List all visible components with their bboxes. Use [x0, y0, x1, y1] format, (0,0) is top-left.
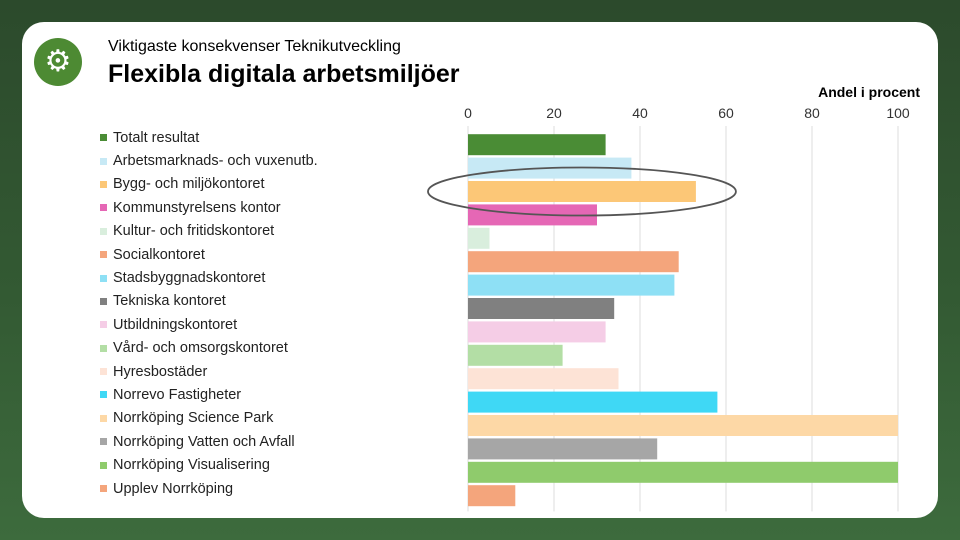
legend-label: Hyresbostäder: [113, 363, 208, 380]
legend-label: Kultur- och fritidskontoret: [113, 223, 275, 240]
legend-swatch: [100, 414, 107, 422]
legend-swatch: [100, 251, 107, 259]
x-tick-label-0: 0: [464, 105, 472, 121]
legend-label: Norrköping Science Park: [113, 410, 274, 427]
chart-legend: Totalt resultat Arbetsmarknads- och vuxen…: [100, 126, 318, 500]
x-tick-label-5: 100: [886, 105, 910, 121]
unit-label: Andel i procent: [818, 84, 920, 100]
legend-swatch: [100, 134, 107, 142]
highlight-ellipse: [427, 166, 737, 217]
x-tick-label-4: 80: [804, 105, 820, 121]
legend-swatch: [100, 438, 107, 446]
bar-4: [468, 227, 490, 249]
legend-label: Bygg- och miljökontoret: [113, 176, 265, 193]
x-tick-label-2: 40: [632, 105, 648, 121]
legend-label: Norrevo Fastigheter: [113, 386, 242, 403]
bar-5: [468, 251, 679, 273]
bar-7: [468, 298, 615, 319]
slide-subtitle: Viktigaste konsekvenser Teknikutveckling: [108, 38, 401, 55]
legend-swatch: [100, 485, 107, 493]
legend-item: Upplev Norrköping: [100, 477, 318, 500]
slide-card: ⚙ Viktigaste konsekvenser Teknikutveckli…: [22, 22, 938, 518]
legend-swatch: [100, 344, 107, 352]
legend-item: Kultur- och fritidskontoret: [100, 220, 318, 243]
legend-swatch: [100, 227, 107, 235]
legend-label: Upplev Norrköping: [113, 480, 234, 497]
bar-14: [468, 461, 898, 483]
legend-item: Tekniska kontoret: [100, 290, 318, 313]
legend-item: Utbildningskontoret: [100, 313, 318, 336]
legend-item: Norrköping Visualisering: [100, 453, 318, 476]
legend-label: Kommunstyrelsens kontor: [113, 199, 281, 216]
legend-item: Norrevo Fastigheter: [100, 383, 318, 406]
legend-item: Vård- och omsorgskontoret: [100, 337, 318, 360]
legend-swatch: [100, 274, 107, 282]
legend-swatch: [100, 157, 107, 165]
legend-label: Vård- och omsorgskontoret: [113, 340, 288, 357]
legend-label: Norrköping Vatten och Avfall: [113, 433, 295, 450]
bar-15: [468, 485, 516, 507]
legend-swatch: [100, 180, 107, 188]
legend-item: Norrköping Vatten och Avfall: [100, 430, 318, 453]
legend-swatch: [100, 391, 107, 399]
legend-item: Socialkontoret: [100, 243, 318, 266]
legend-item: Bygg- och miljökontoret: [100, 173, 318, 196]
legend-item: Stadsbyggnadskontoret: [100, 266, 318, 289]
legend-label: Socialkontoret: [113, 246, 205, 263]
legend-item: Kommunstyrelsens kontor: [100, 196, 318, 219]
legend-label: Norrköping Visualisering: [113, 457, 270, 474]
bar-12: [468, 415, 898, 436]
legend-item: Norrköping Science Park: [100, 407, 318, 430]
legend-label: Utbildningskontoret: [113, 316, 238, 333]
bar-0: [468, 134, 606, 156]
bar-2: [468, 181, 696, 202]
chart-title: Flexibla digitala arbetsmiljöer: [108, 60, 460, 88]
bar-6: [468, 274, 675, 296]
x-tick-label-1: 20: [546, 105, 562, 121]
x-tick-label-3: 60: [718, 105, 734, 121]
bar-13: [468, 438, 658, 460]
gear-icon: ⚙: [34, 38, 82, 86]
legend-swatch: [100, 321, 107, 329]
legend-item: Totalt resultat: [100, 126, 318, 149]
bar-8: [468, 321, 606, 343]
bar-9: [468, 344, 563, 366]
legend-swatch: [100, 297, 107, 305]
legend-item: Hyresbostäder: [100, 360, 318, 383]
legend-swatch: [100, 461, 107, 469]
legend-label: Totalt resultat: [113, 129, 200, 146]
legend-swatch: [100, 204, 107, 212]
legend-swatch: [100, 368, 107, 376]
legend-label: Tekniska kontoret: [113, 293, 226, 310]
legend-label: Arbetsmarknads- och vuxenutb.: [113, 153, 318, 170]
bar-11: [468, 391, 718, 413]
bar-10: [468, 368, 619, 390]
legend-label: Stadsbyggnadskontoret: [113, 270, 266, 287]
bar-chart: 0 20 40 60 80 100: [427, 105, 910, 512]
legend-item: Arbetsmarknads- och vuxenutb.: [100, 149, 318, 172]
